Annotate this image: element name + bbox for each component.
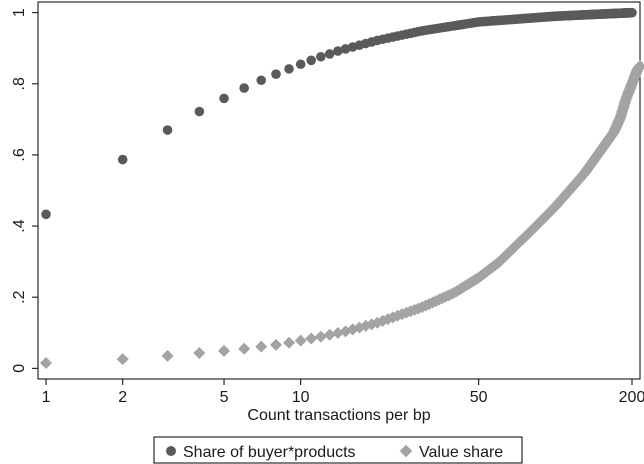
x-tick-label: 200 [619, 389, 644, 406]
data-point [333, 46, 343, 56]
y-tick-label: .8 [11, 77, 28, 90]
series-1 [41, 7, 637, 220]
data-point [294, 334, 307, 347]
y-axis: 0 .2 .4 .6 .8 1 [11, 8, 38, 373]
x-tick-label: 50 [470, 389, 488, 406]
series-2 [40, 60, 644, 369]
legend-item: Share of buyer*products [166, 444, 356, 461]
y-tick-label: .6 [11, 148, 28, 161]
data-point [627, 7, 637, 18]
data-point [324, 49, 335, 59]
x-tick-label: 2 [118, 389, 127, 406]
x-axis: 1 2 5 10 50 200 [42, 379, 644, 406]
data-point [295, 59, 306, 70]
data-point [283, 336, 296, 349]
legend-marker [166, 446, 176, 456]
data-point [218, 344, 231, 357]
legend-label: Share of buyer*products [183, 444, 356, 461]
x-tick-label: 1 [42, 389, 51, 406]
y-tick-label: .2 [11, 290, 28, 303]
data-point [161, 349, 174, 362]
data-point [284, 64, 294, 74]
data-point [634, 60, 644, 73]
data-point [255, 340, 268, 353]
data-point [219, 93, 229, 104]
data-point [256, 75, 267, 86]
legend-marker [399, 444, 413, 458]
data-point [193, 347, 206, 360]
y-tick-label: 0 [11, 364, 28, 373]
data-point [162, 125, 173, 135]
plot-area-frame [37, 1, 641, 380]
data-point [41, 209, 51, 220]
data-point [116, 353, 129, 366]
data-point [270, 338, 283, 351]
y-tick-label: .4 [11, 219, 28, 232]
legend-label: Value share [419, 444, 503, 461]
data-point [314, 330, 327, 343]
data-point [271, 69, 281, 79]
data-point [316, 51, 326, 62]
data-point [305, 332, 318, 345]
data-point [117, 154, 128, 165]
data-point [239, 83, 249, 93]
x-axis-title: Count transactions per bp [247, 407, 430, 424]
data-point [40, 356, 53, 369]
data-point [306, 55, 317, 66]
data-point [323, 328, 336, 341]
series-layer [40, 7, 644, 369]
legend-box [153, 436, 523, 464]
data-point [194, 106, 205, 117]
y-tick-label: 1 [11, 8, 28, 17]
x-tick-label: 5 [220, 389, 229, 406]
legend-item: Value share [399, 444, 503, 461]
data-point [238, 342, 251, 355]
legend: Share of buyer*products Value share [153, 436, 523, 464]
x-tick-label: 10 [292, 389, 310, 406]
